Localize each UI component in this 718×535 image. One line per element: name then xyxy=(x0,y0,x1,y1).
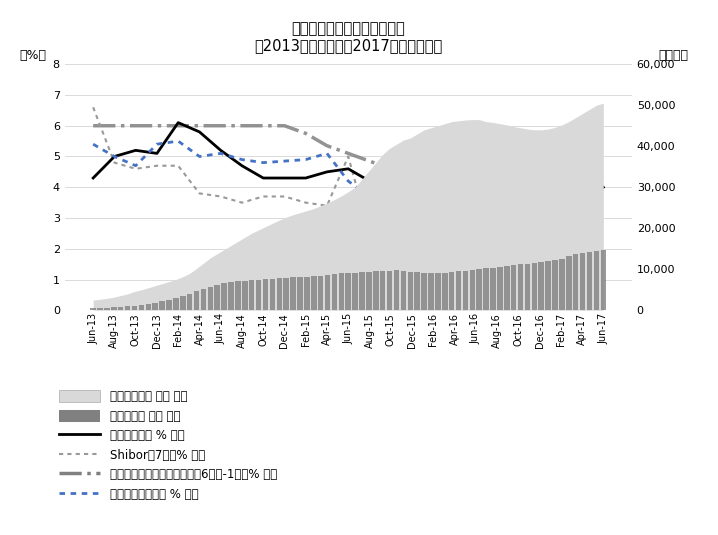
Bar xyxy=(242,281,248,310)
Text: （%）: （%） xyxy=(19,49,46,62)
Bar xyxy=(518,264,523,310)
Bar xyxy=(531,263,537,310)
Bar xyxy=(339,273,344,310)
Bar xyxy=(284,278,289,310)
Bar xyxy=(428,273,434,310)
Bar xyxy=(139,305,144,310)
Bar xyxy=(511,265,516,310)
Bar xyxy=(221,283,227,310)
Bar xyxy=(477,269,482,310)
Bar xyxy=(152,302,158,310)
Bar xyxy=(414,272,420,310)
Bar xyxy=(380,271,386,310)
Bar xyxy=(580,253,585,310)
Bar xyxy=(504,266,510,310)
Bar xyxy=(290,278,296,310)
Bar xyxy=(118,307,123,310)
Bar xyxy=(325,275,330,310)
Bar xyxy=(194,292,200,310)
Bar xyxy=(236,281,241,310)
Bar xyxy=(497,267,503,310)
Bar xyxy=(146,304,151,310)
Bar xyxy=(228,282,234,310)
Bar xyxy=(573,254,579,310)
Bar xyxy=(208,287,213,310)
Bar xyxy=(587,251,592,310)
Legend: 货币基金余额 亿元 右轴, 余额宝余额 亿元 右轴, 余额宝收益率 % 左轴, Shibor（7天）% 左轴, 人民银行短期贷款基准利率（6个月-1年）% 左轴: 货币基金余额 亿元 右轴, 余额宝余额 亿元 右轴, 余额宝收益率 % 左轴, … xyxy=(59,390,277,501)
Bar xyxy=(180,296,185,310)
Bar xyxy=(173,298,179,310)
Text: （亿元）: （亿元） xyxy=(658,49,689,62)
Bar xyxy=(111,308,116,310)
Bar xyxy=(366,272,372,310)
Bar xyxy=(90,308,96,310)
Title: 中国货币基金余额与市场利率
（2013年第二季度至2017年第二季度）: 中国货币基金余额与市场利率 （2013年第二季度至2017年第二季度） xyxy=(254,21,442,53)
Bar xyxy=(449,272,454,310)
Bar xyxy=(132,306,137,310)
Bar xyxy=(353,272,358,310)
Bar xyxy=(345,273,351,310)
Bar xyxy=(566,256,572,310)
Bar xyxy=(359,272,365,310)
Bar xyxy=(456,271,461,310)
Bar xyxy=(167,300,172,310)
Bar xyxy=(552,260,558,310)
Bar xyxy=(483,269,489,310)
Bar xyxy=(546,261,551,310)
Bar xyxy=(263,279,269,310)
Bar xyxy=(304,277,309,310)
Bar xyxy=(297,277,303,310)
Bar xyxy=(373,271,378,310)
Bar xyxy=(249,280,254,310)
Bar xyxy=(401,271,406,310)
Bar xyxy=(104,308,110,310)
Bar xyxy=(538,262,544,310)
Bar xyxy=(525,264,530,310)
Bar xyxy=(435,273,441,310)
Bar xyxy=(332,274,337,310)
Bar xyxy=(159,301,165,310)
Bar xyxy=(270,279,275,310)
Bar xyxy=(408,272,413,310)
Bar xyxy=(215,285,220,310)
Bar xyxy=(276,278,282,310)
Bar xyxy=(187,294,192,310)
Bar xyxy=(393,270,399,310)
Bar xyxy=(490,268,495,310)
Bar xyxy=(421,272,426,310)
Bar xyxy=(125,307,131,310)
Bar xyxy=(318,276,323,310)
Bar xyxy=(387,271,392,310)
Bar xyxy=(470,270,475,310)
Bar xyxy=(559,258,564,310)
Bar xyxy=(594,251,599,310)
Bar xyxy=(442,273,447,310)
Bar xyxy=(201,289,206,310)
Bar xyxy=(600,250,606,310)
Bar xyxy=(311,276,317,310)
Bar xyxy=(462,271,468,310)
Bar xyxy=(256,279,261,310)
Bar xyxy=(98,308,103,310)
